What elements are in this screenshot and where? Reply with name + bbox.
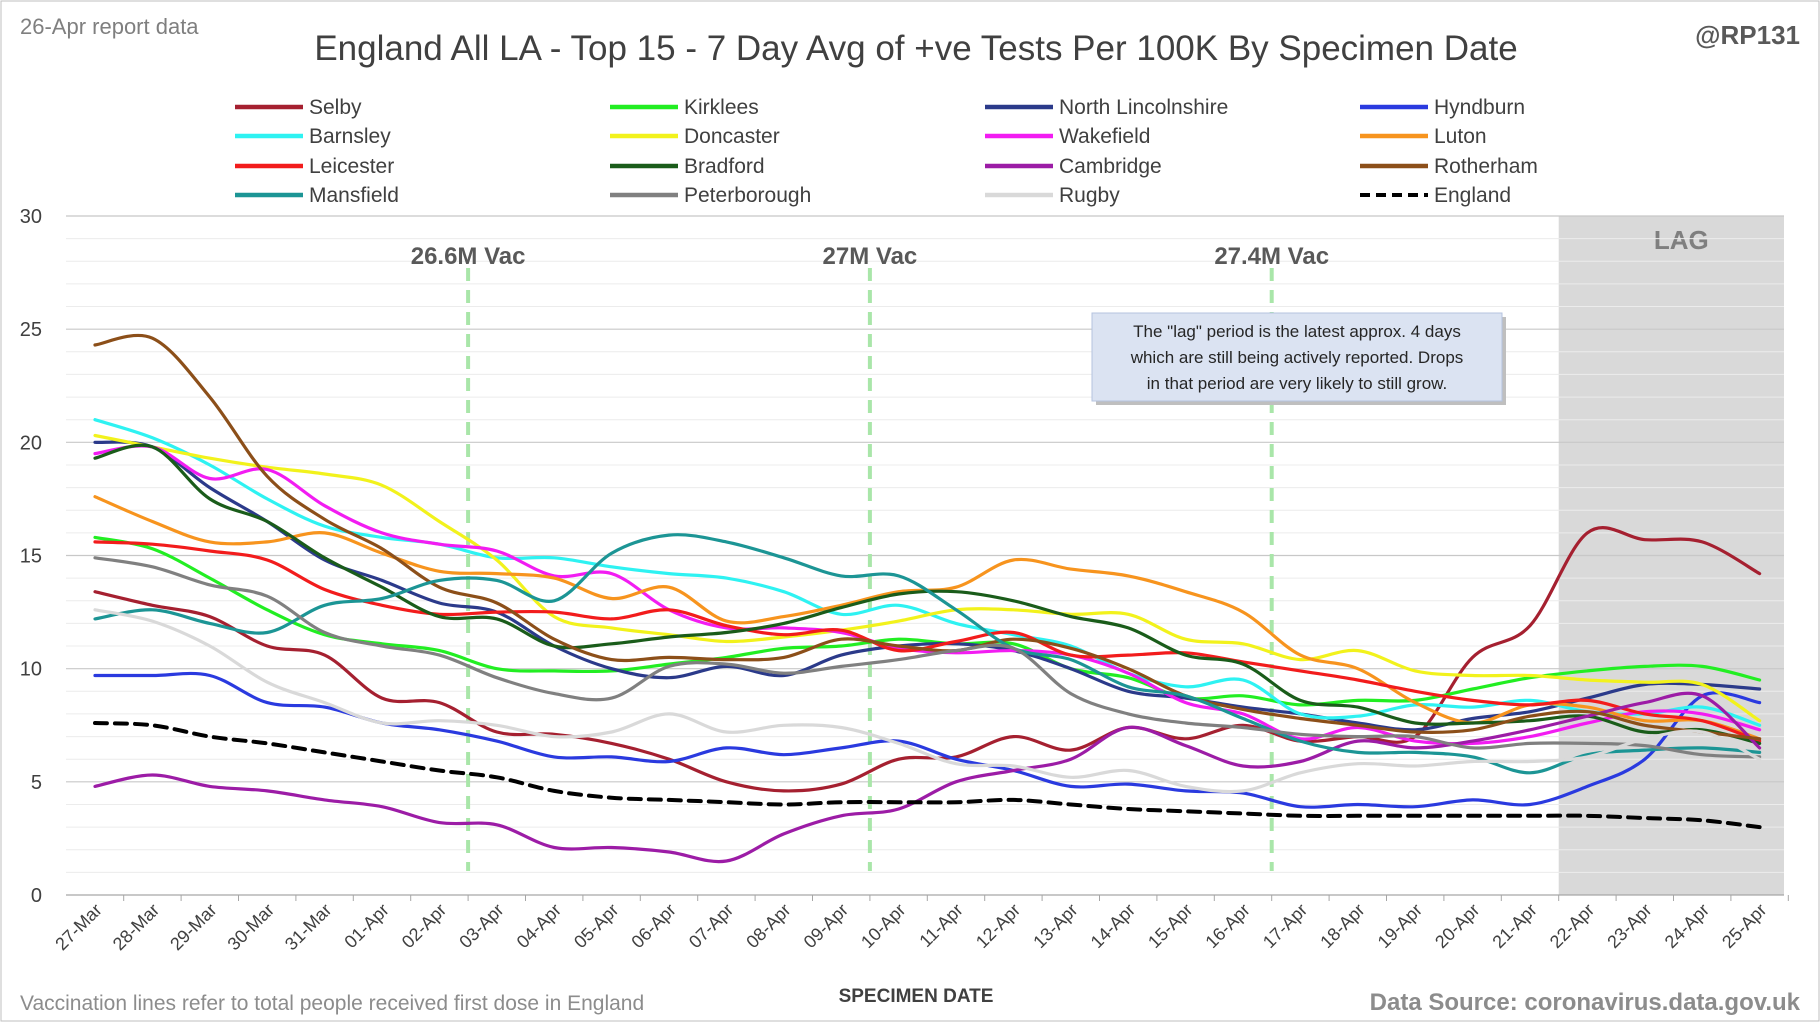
legend-label-wakefield: Wakefield bbox=[1059, 125, 1150, 148]
vaccination-label: 27.4M Vac bbox=[1214, 243, 1329, 270]
series-line-peterborough bbox=[93, 556, 1762, 759]
vaccination-label: 27M Vac bbox=[823, 243, 918, 270]
annotation-text: The "lag" period is the latest approx. 4… bbox=[1133, 322, 1461, 341]
chart-legend: Selby Kirklees North Lincolnshire Hyndburn B… bbox=[235, 96, 1538, 207]
y-tick-label: 20 bbox=[20, 432, 42, 454]
legend-label-bradford: Bradford bbox=[684, 155, 765, 178]
series-line-rotherham bbox=[93, 333, 1762, 741]
report-date-label: 26-Apr report data bbox=[20, 14, 199, 39]
legend-label-barnsley: Barnsley bbox=[309, 125, 391, 148]
legend-label-leicester: Leicester bbox=[309, 155, 394, 178]
series-line-bradford bbox=[93, 443, 1762, 745]
series-line-england bbox=[93, 721, 1762, 830]
lag-label: LAG bbox=[1654, 225, 1709, 255]
legend-label-rugby: Rugby bbox=[1059, 184, 1120, 207]
author-handle: @RP131 bbox=[1695, 20, 1800, 50]
legend-label-north-lincolnshire: North Lincolnshire bbox=[1059, 96, 1228, 119]
legend-label-doncaster: Doncaster bbox=[684, 125, 780, 148]
annotation-text: which are still being actively reported.… bbox=[1130, 348, 1464, 367]
y-tick-label: 25 bbox=[20, 319, 42, 341]
annotation-text: in that period are very likely to still … bbox=[1147, 374, 1447, 393]
legend-label-rotherham: Rotherham bbox=[1434, 155, 1538, 178]
legend-label-kirklees: Kirklees bbox=[684, 96, 759, 119]
legend-label-hyndburn: Hyndburn bbox=[1434, 96, 1525, 119]
x-axis-title: SPECIMEN DATE bbox=[839, 986, 994, 1007]
annotation-box bbox=[1091, 312, 1503, 402]
series-line-north-lincolnshire bbox=[93, 440, 1762, 732]
chart-title: England All LA - Top 15 - 7 Day Avg of +… bbox=[314, 29, 1517, 68]
y-tick-label: 30 bbox=[20, 206, 42, 228]
y-tick-label: 0 bbox=[31, 885, 42, 907]
vaccination-footnote: Vaccination lines refer to total people … bbox=[20, 992, 644, 1015]
legend-label-selby: Selby bbox=[309, 96, 362, 119]
lag-annotation: The "lag" period is the latest approx. 4… bbox=[1091, 312, 1506, 405]
series-line-mansfield bbox=[93, 533, 1762, 775]
legend-label-mansfield: Mansfield bbox=[309, 184, 399, 207]
series-line-selby bbox=[93, 526, 1762, 793]
legend-label-cambridge: Cambridge bbox=[1059, 155, 1162, 178]
legend-label-england: England bbox=[1434, 184, 1511, 207]
y-tick-label: 15 bbox=[20, 546, 42, 568]
series-lines bbox=[93, 333, 1762, 864]
legend-label-luton: Luton bbox=[1434, 125, 1487, 148]
series-line-cambridge bbox=[93, 691, 1762, 864]
legend-label-peterborough: Peterborough bbox=[684, 184, 811, 207]
series-line-doncaster bbox=[93, 433, 1762, 723]
data-source: Data Source: coronavirus.data.gov.uk bbox=[1370, 989, 1801, 1016]
series-line-rugby bbox=[93, 608, 1762, 794]
y-tick-label: 10 bbox=[20, 659, 42, 681]
y-tick-label: 5 bbox=[31, 772, 42, 794]
vaccination-label: 26.6M Vac bbox=[411, 243, 526, 270]
